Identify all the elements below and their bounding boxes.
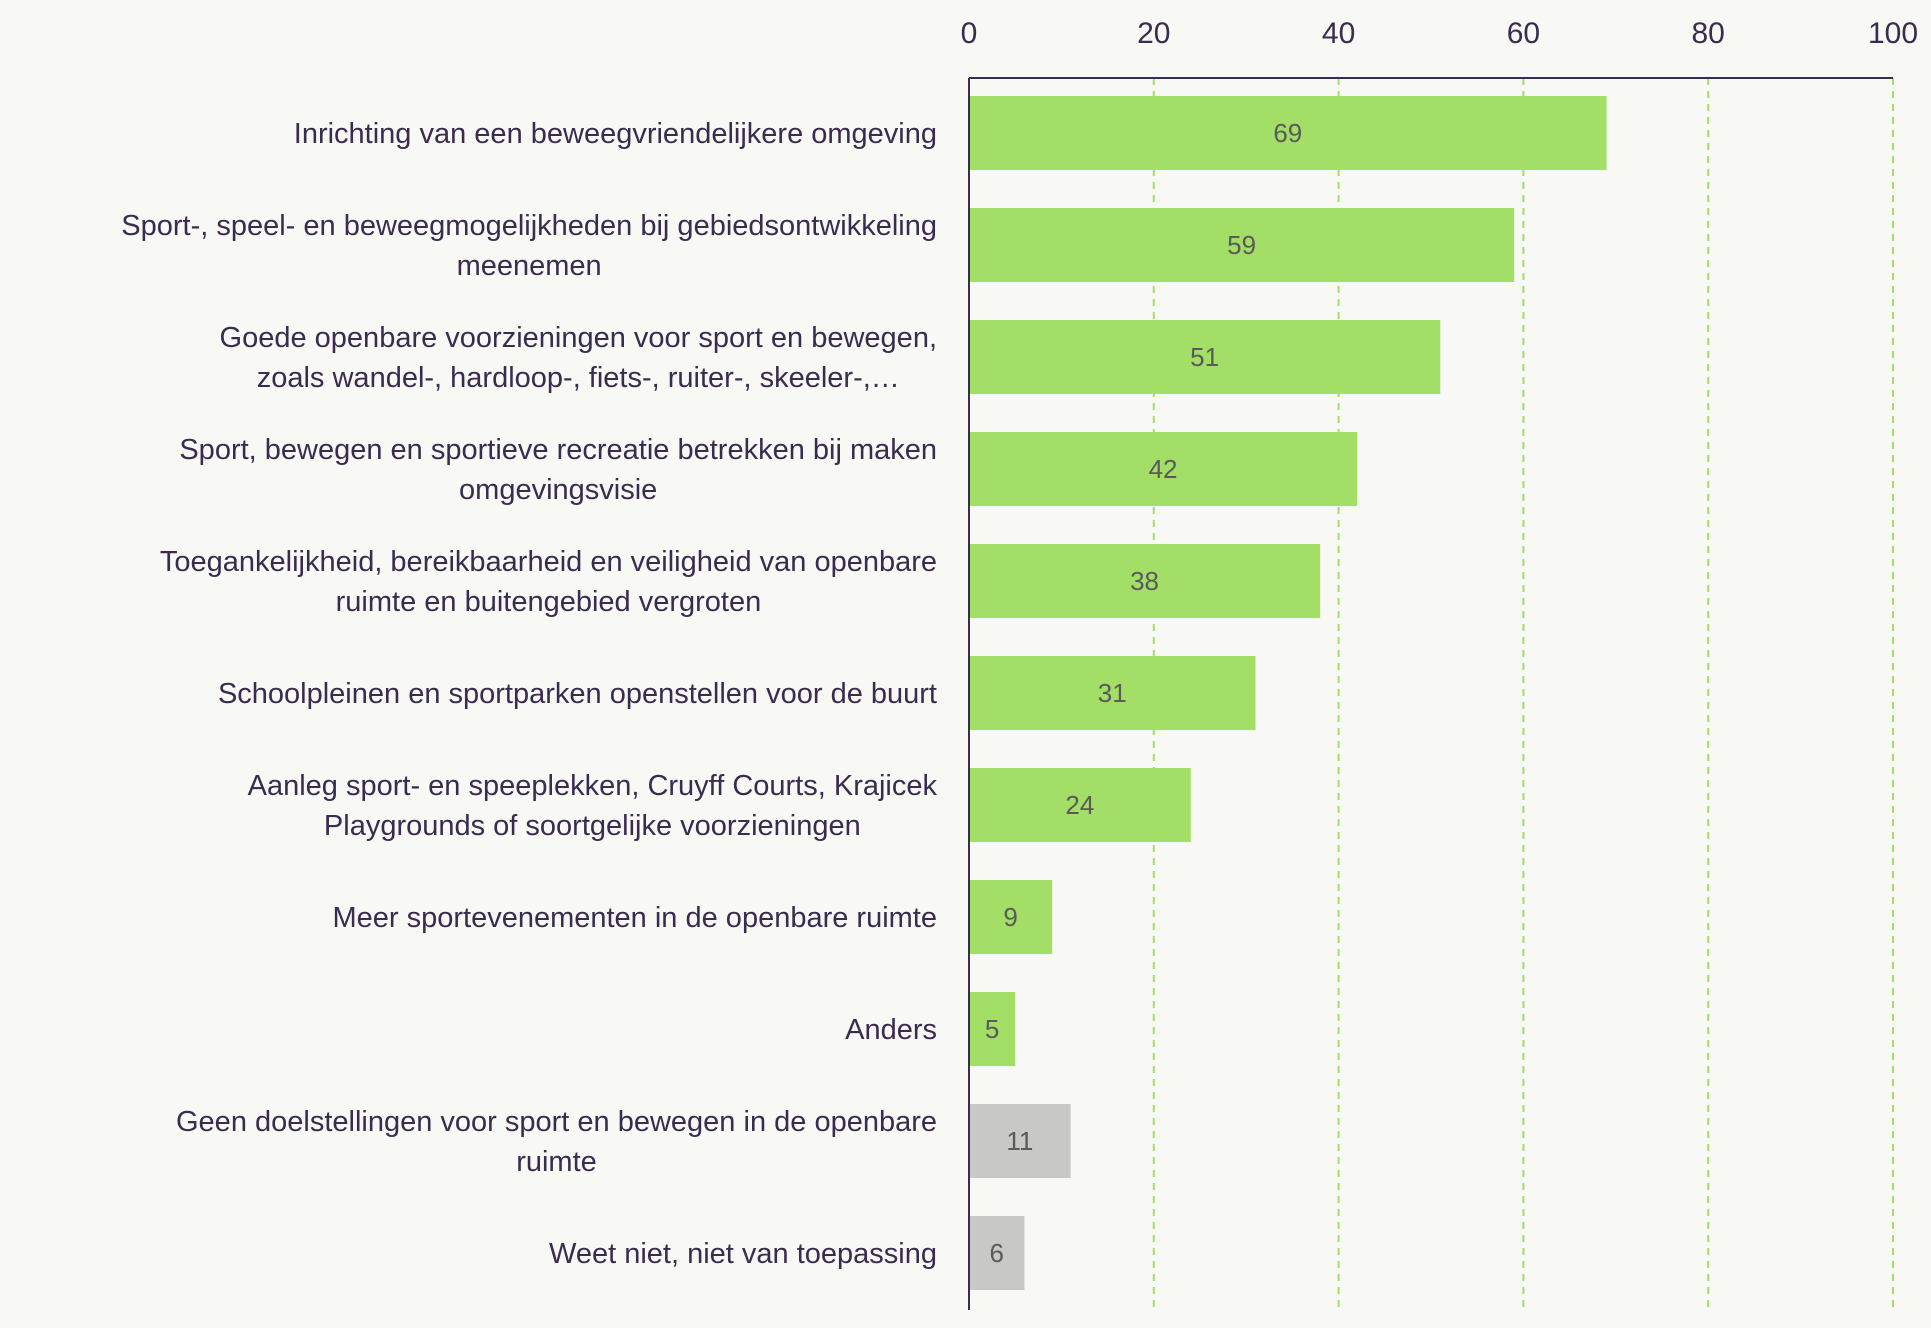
value-label-3: 42 bbox=[1149, 454, 1178, 484]
category-label-9: Geen doelstellingen voor sport en bewege… bbox=[176, 1106, 937, 1178]
category-label-line: Goede openbare voorzieningen voor sport … bbox=[220, 322, 937, 354]
category-label-2: Goede openbare voorzieningen voor sport … bbox=[220, 322, 937, 394]
x-tick-label-20: 20 bbox=[1137, 17, 1170, 50]
bar-8 bbox=[970, 992, 1016, 1066]
category-label-1: Sport-, speel- en beweegmogelijkheden bi… bbox=[121, 210, 937, 282]
category-label-line: Geen doelstellingen voor sport en bewege… bbox=[176, 1106, 937, 1138]
category-label-line: Anders bbox=[845, 1014, 937, 1046]
value-label-8: 5 bbox=[985, 1014, 999, 1044]
bar-4 bbox=[970, 544, 1321, 618]
value-label-6: 24 bbox=[1065, 790, 1094, 820]
value-label-10: 6 bbox=[989, 1238, 1003, 1268]
category-label-line: Aanleg sport- en speeplekken, Cruyff Cou… bbox=[248, 770, 938, 802]
category-label-line: Sport, bewegen en sportieve recreatie be… bbox=[179, 434, 937, 466]
value-label-2: 51 bbox=[1190, 342, 1219, 372]
bar-7 bbox=[970, 880, 1053, 954]
bar-2 bbox=[970, 320, 1441, 394]
category-label-line: ruimte bbox=[516, 1146, 597, 1178]
bar-6 bbox=[970, 768, 1191, 842]
x-tick-label-40: 40 bbox=[1322, 17, 1355, 50]
value-label-5: 31 bbox=[1098, 678, 1127, 708]
bar-10 bbox=[970, 1216, 1025, 1290]
x-tick-label-0: 0 bbox=[961, 17, 978, 50]
bar-1 bbox=[970, 208, 1515, 282]
value-label-0: 69 bbox=[1273, 118, 1302, 148]
category-label-line: Inrichting van een beweegvriendelijkere … bbox=[294, 118, 937, 150]
category-label-line: ruimte en buitengebied vergroten bbox=[336, 586, 762, 618]
category-label-line: Meer sportevenementen in de openbare rui… bbox=[332, 902, 937, 934]
bars bbox=[970, 96, 1607, 1290]
category-label-8: Anders bbox=[845, 1014, 937, 1046]
category-label-10: Weet niet, niet van toepassing bbox=[549, 1238, 937, 1270]
category-label-line: zoals wandel-, hardloop-, fiets-, ruiter… bbox=[257, 362, 900, 394]
bar-9 bbox=[970, 1104, 1071, 1178]
category-label-5: Schoolpleinen en sportparken openstellen… bbox=[218, 678, 937, 710]
category-label-line: omgevingsvisie bbox=[459, 474, 657, 506]
category-label-4: Toegankelijkheid, bereikbaarheid en veil… bbox=[160, 546, 937, 618]
category-label-line: Schoolpleinen en sportparken openstellen… bbox=[218, 678, 937, 710]
axes bbox=[968, 77, 1893, 1310]
x-tick-labels: 0 20 40 60 80 100 bbox=[961, 17, 1918, 50]
value-label-1: 59 bbox=[1227, 230, 1256, 260]
category-labels: Inrichting van een beweegvriendelijkere … bbox=[121, 118, 937, 1270]
bar-5 bbox=[970, 656, 1256, 730]
category-label-line: meenemen bbox=[457, 250, 602, 282]
x-tick-label-100: 100 bbox=[1868, 17, 1918, 50]
bar-0 bbox=[970, 96, 1607, 170]
value-label-4: 38 bbox=[1130, 566, 1159, 596]
bar-3 bbox=[970, 432, 1358, 506]
category-label-6: Aanleg sport- en speeplekken, Cruyff Cou… bbox=[248, 770, 938, 842]
category-label-line: Toegankelijkheid, bereikbaarheid en veil… bbox=[160, 546, 937, 578]
category-label-3: Sport, bewegen en sportieve recreatie be… bbox=[179, 434, 937, 506]
value-label-9: 11 bbox=[1006, 1126, 1033, 1156]
category-label-line: Weet niet, niet van toepassing bbox=[549, 1238, 937, 1270]
value-labels: 69 59 51 42 38 31 24 9 5 11 6 bbox=[985, 118, 1302, 1268]
category-label-0: Inrichting van een beweegvriendelijkere … bbox=[294, 118, 937, 150]
x-tick-label-60: 60 bbox=[1507, 17, 1540, 50]
value-label-7: 9 bbox=[1003, 902, 1017, 932]
category-label-line: Sport-, speel- en beweegmogelijkheden bi… bbox=[121, 210, 937, 242]
category-label-line: Playgrounds of soortgelijke voorzieninge… bbox=[324, 810, 861, 842]
category-label-7: Meer sportevenementen in de openbare rui… bbox=[332, 902, 937, 934]
x-tick-label-80: 80 bbox=[1692, 17, 1725, 50]
